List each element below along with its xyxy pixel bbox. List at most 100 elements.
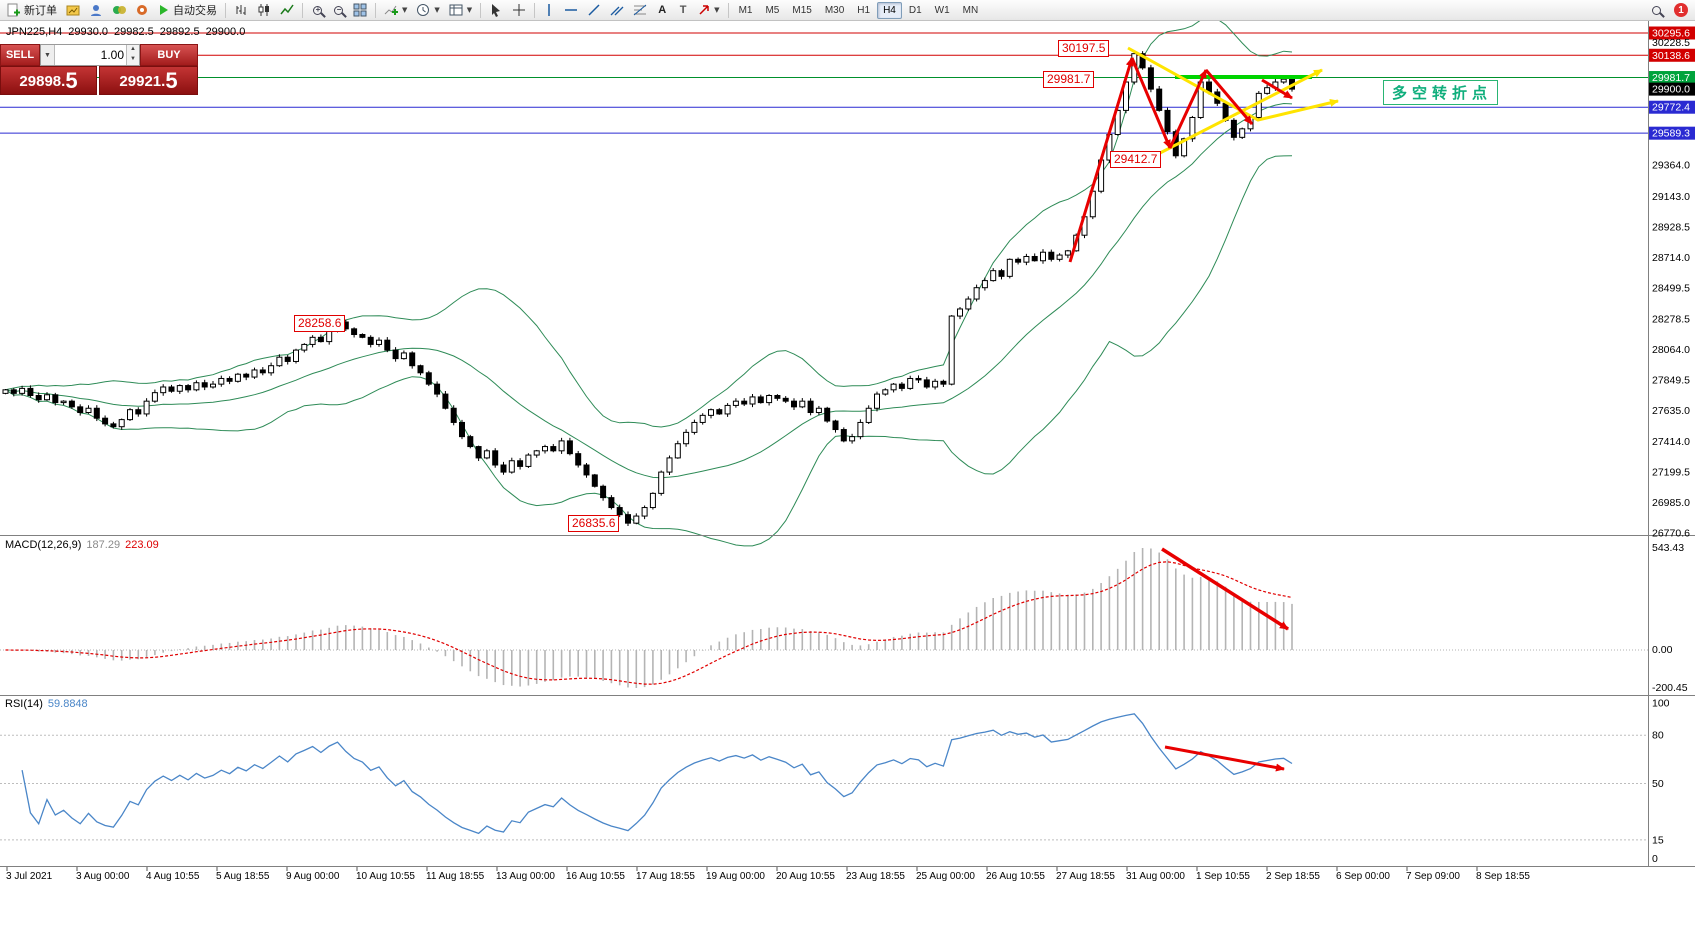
- price-level-label: 30138.6: [1652, 50, 1690, 62]
- timeframe-m30-button[interactable]: M30: [824, 4, 845, 16]
- chart-canvas[interactable]: 29364.0 29143.0 28928.5 28714.0 28499.5 28278…: [0, 0, 1695, 882]
- volume-box: ▼ ▲▼: [40, 44, 140, 66]
- timeframe-m1-button[interactable]: M1: [738, 4, 753, 16]
- time-axis-label[interactable]: 31 Aug 00:00: [1126, 871, 1185, 882]
- volume-dropdown[interactable]: ▼: [41, 45, 55, 65]
- timeframe-d1-button[interactable]: D1: [908, 4, 922, 16]
- stepper-up-icon[interactable]: ▲: [127, 45, 139, 55]
- periods-button[interactable]: ▼: [412, 1, 443, 19]
- stepper-down-icon[interactable]: ▼: [127, 55, 139, 65]
- price-callout[interactable]: 30197.5: [1058, 40, 1110, 57]
- cursor-button[interactable]: [485, 1, 507, 19]
- time-axis-label[interactable]: 19 Aug 00:00: [706, 871, 765, 882]
- chevron-down-icon: ▼: [434, 6, 440, 14]
- time-axis-label[interactable]: 5 Aug 18:55: [216, 871, 270, 882]
- time-axis-label[interactable]: 23 Aug 18:55: [846, 871, 905, 882]
- price-level-label: 29981.7: [1652, 72, 1690, 84]
- text-button[interactable]: A: [658, 4, 667, 16]
- indicators-button[interactable]: ▼: [380, 1, 411, 19]
- time-axis-label[interactable]: 16 Aug 10:55: [566, 871, 625, 882]
- rsi-indicator-label: RSI(14) 59.8848: [5, 698, 88, 710]
- time-axis-label[interactable]: 13 Aug 00:00: [496, 871, 555, 882]
- time-axis-label[interactable]: 17 Aug 18:55: [636, 871, 695, 882]
- time-axis-label[interactable]: 6 Sep 00:00: [1336, 871, 1390, 882]
- market-watch-button[interactable]: [108, 1, 130, 19]
- auto-trading-button[interactable]: 自动交易: [154, 1, 221, 19]
- navigator-button[interactable]: [131, 1, 153, 19]
- profiles-button[interactable]: [85, 1, 107, 19]
- toolbar-separator: [534, 2, 536, 18]
- time-axis-label[interactable]: 7 Sep 09:00: [1406, 871, 1460, 882]
- notification-badge[interactable]: 1: [1674, 3, 1688, 17]
- price-level-badge: [1649, 82, 1695, 96]
- templates-button[interactable]: ▼: [445, 1, 476, 19]
- time-axis-label[interactable]: 8 Sep 18:55: [1476, 871, 1530, 882]
- volume-stepper[interactable]: ▲ ▼: [126, 45, 139, 65]
- line-chart-button[interactable]: [276, 1, 298, 19]
- time-axis-label[interactable]: 11 Aug 18:55: [426, 871, 485, 882]
- time-axis-label[interactable]: 27 Aug 18:55: [1056, 871, 1115, 882]
- bar-chart-button[interactable]: [230, 1, 252, 19]
- volume-input[interactable]: [55, 48, 126, 62]
- red-arrow[interactable]: [1168, 69, 1208, 149]
- macd-indicator-label: MACD(12,26,9) 187.29 223.09: [5, 539, 159, 551]
- time-axis-label[interactable]: 10 Aug 10:55: [356, 871, 415, 882]
- time-axis-label[interactable]: 4 Aug 10:55: [146, 871, 200, 882]
- new-order-label: 新订单: [24, 5, 57, 17]
- time-axis-label[interactable]: 3 Aug 00:00: [76, 871, 130, 882]
- horizontal-line-button[interactable]: [560, 1, 582, 19]
- new-chart-button[interactable]: [62, 1, 84, 19]
- toolbar: 新订单 自动交易 + − ▼ ▼ ▼: [0, 0, 1695, 21]
- yellow-trendline-arrow[interactable]: [1127, 46, 1339, 122]
- arrows-button[interactable]: ▼: [694, 1, 723, 19]
- turning-point-label[interactable]: 多空转折点: [1383, 80, 1499, 105]
- search-button[interactable]: [1646, 1, 1666, 19]
- price-level-badge: [1649, 48, 1695, 62]
- text-label-button[interactable]: T: [679, 4, 687, 16]
- red-arrow[interactable]: [1068, 57, 1134, 263]
- time-axis-label[interactable]: 2 Sep 18:55: [1266, 871, 1320, 882]
- rsi-red-arrow[interactable]: [1164, 745, 1285, 772]
- buy-price[interactable]: 29921. 5: [99, 66, 198, 95]
- time-axis-label[interactable]: 1 Sep 10:55: [1196, 871, 1250, 882]
- timeframe-h1-button[interactable]: H1: [857, 4, 871, 16]
- timeframe-h4-button[interactable]: H4: [877, 1, 902, 19]
- price-callout[interactable]: 29412.7: [1110, 151, 1162, 168]
- price-axis-label: 27414.0: [1652, 436, 1690, 448]
- time-axis-label[interactable]: 3 Jul 2021: [6, 871, 53, 882]
- vertical-line-button[interactable]: [539, 1, 559, 19]
- channel-button[interactable]: [606, 1, 628, 19]
- price-callout[interactable]: 28258.6: [294, 315, 346, 332]
- buy-button[interactable]: BUY: [140, 44, 198, 66]
- price-axis[interactable]: [1649, 26, 1695, 140]
- timeframe-w1-button[interactable]: W1: [934, 4, 950, 16]
- price-level-label: 30295.6: [1652, 28, 1690, 40]
- trendline-button[interactable]: [583, 1, 605, 19]
- zoom-out-button[interactable]: −: [328, 1, 348, 19]
- price-callout[interactable]: 29981.7: [1043, 71, 1095, 88]
- time-axis-label[interactable]: 26 Aug 10:55: [986, 871, 1045, 882]
- crosshair-button[interactable]: [508, 1, 530, 19]
- fibonacci-button[interactable]: [629, 1, 651, 19]
- macd-red-arrow[interactable]: [1161, 547, 1289, 631]
- red-arrow[interactable]: [1130, 57, 1172, 149]
- timeframe-mn-button[interactable]: MN: [962, 4, 979, 16]
- ohlc-low: 29892.5: [159, 26, 200, 38]
- candlestick-button[interactable]: [253, 1, 275, 19]
- red-arrow[interactable]: [1261, 78, 1293, 100]
- timeframe-m5-button[interactable]: M5: [765, 4, 780, 16]
- red-arrow[interactable]: [1204, 69, 1254, 125]
- zoom-in-button[interactable]: +: [307, 1, 327, 19]
- timeframe-m15-button[interactable]: M15: [792, 4, 812, 16]
- time-axis-label[interactable]: 25 Aug 00:00: [916, 871, 975, 882]
- chevron-down-icon: ▼: [466, 6, 473, 14]
- new-order-button[interactable]: 新订单: [3, 1, 61, 19]
- price-callout[interactable]: 26835.6: [568, 515, 620, 532]
- profiles-icon: [91, 5, 101, 16]
- time-axis-label[interactable]: 20 Aug 10:55: [776, 871, 835, 882]
- sell-button[interactable]: SELL: [0, 44, 40, 66]
- tile-windows-button[interactable]: [349, 1, 371, 19]
- time-axis-label[interactable]: 9 Aug 00:00: [286, 871, 340, 882]
- sell-price[interactable]: 29898. 5: [0, 66, 97, 95]
